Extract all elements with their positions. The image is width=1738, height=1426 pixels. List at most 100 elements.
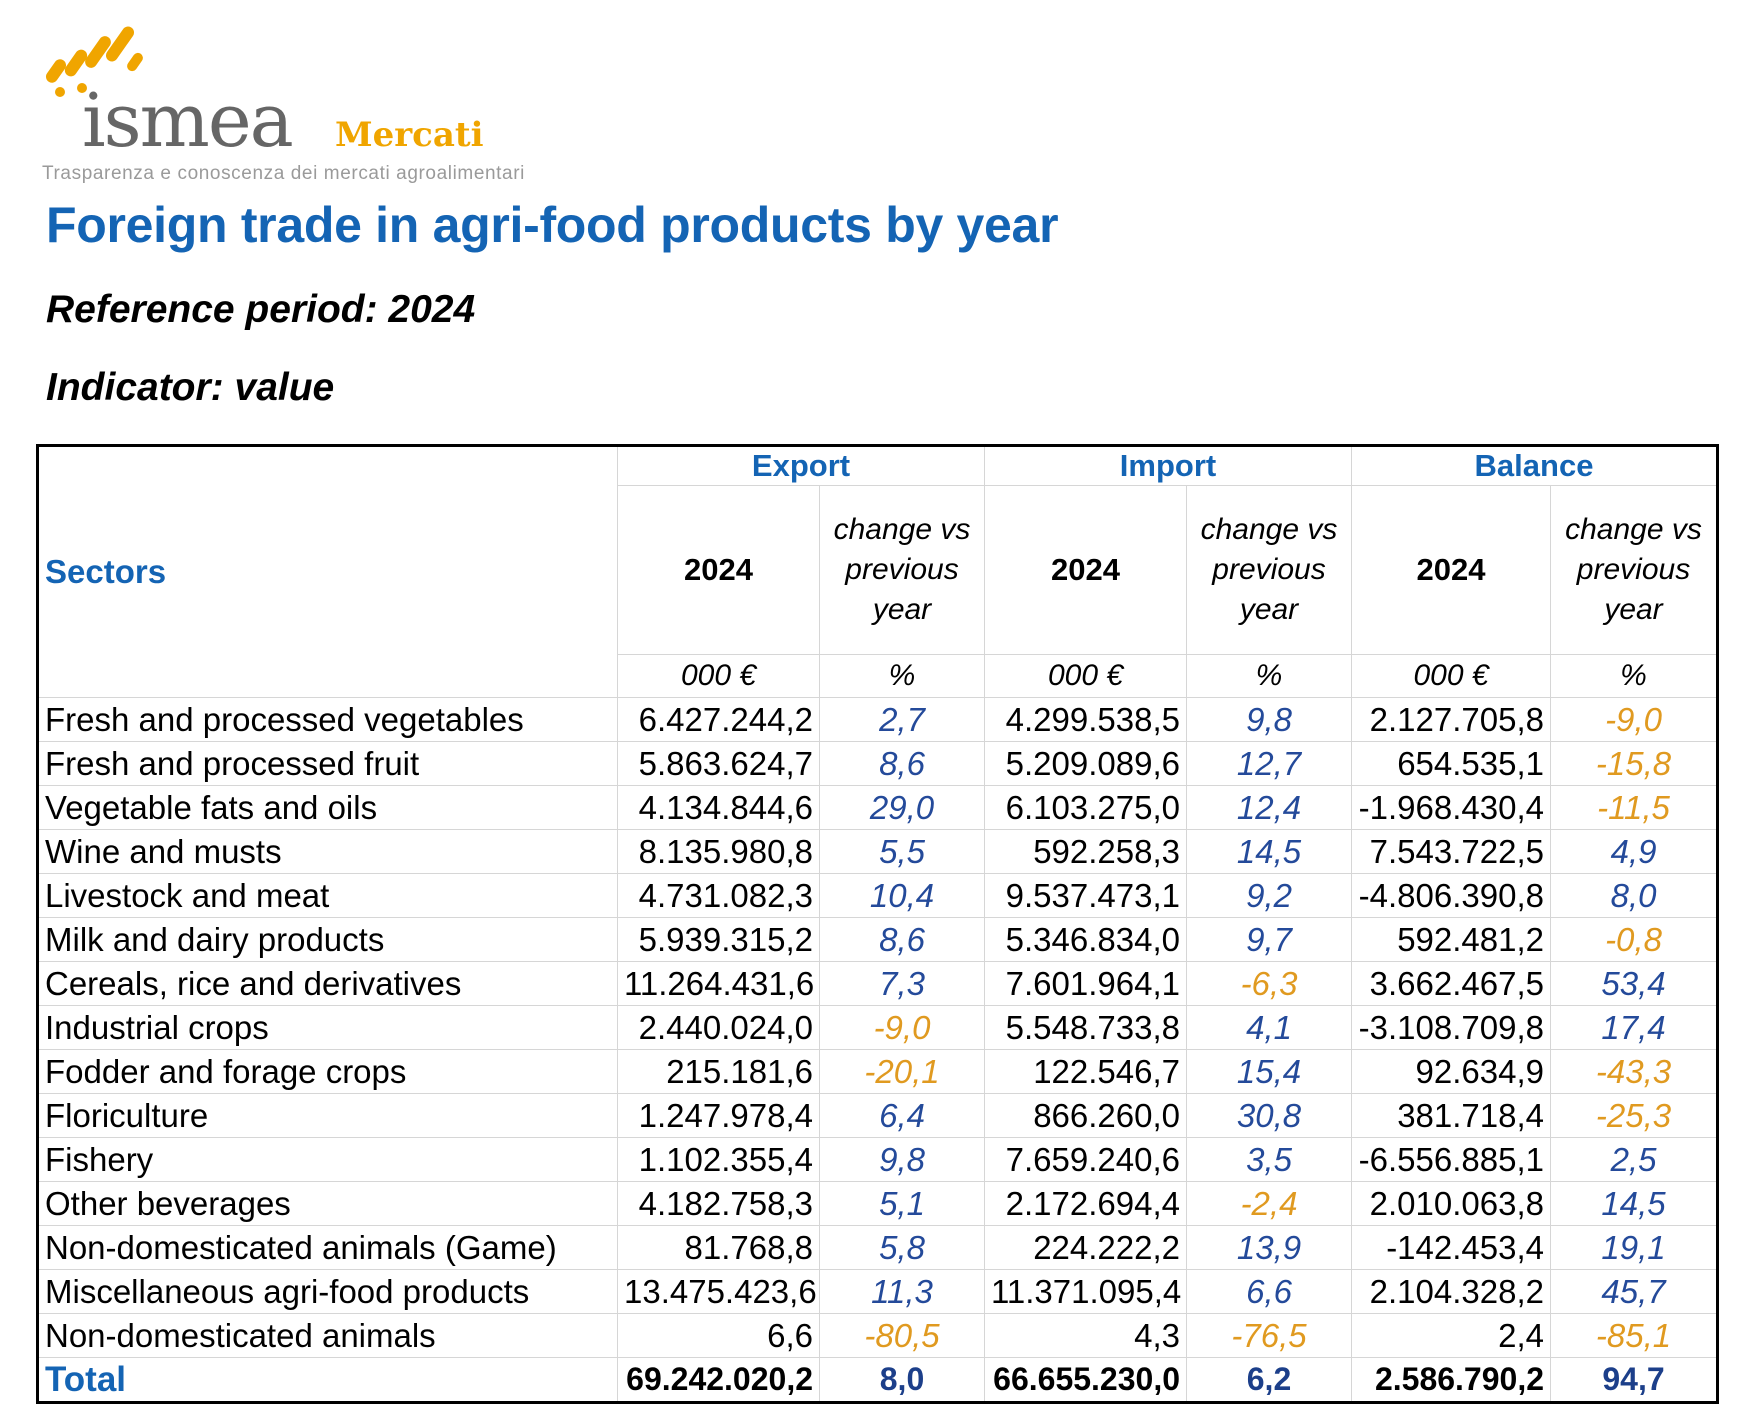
import-change: 14,5 (1186, 829, 1352, 874)
table-row: Livestock and meat 4.731.082,3 10,4 9.53… (37, 873, 1718, 918)
export-change: 29,0 (819, 785, 985, 830)
import-value: 4.299.538,5 (984, 697, 1187, 742)
sector-name: Fishery (37, 1137, 618, 1182)
export-change: 5,5 (819, 829, 985, 874)
import-value: 9.537.473,1 (984, 873, 1187, 918)
balance-value: 2,4 (1351, 1313, 1551, 1358)
export-value: 4.134.844,6 (617, 785, 820, 830)
export-value: 1.247.978,4 (617, 1093, 820, 1138)
export-change: 8,6 (819, 917, 985, 962)
table-row: Other beverages 4.182.758,3 5,1 2.172.69… (37, 1181, 1718, 1226)
import-change: 15,4 (1186, 1049, 1352, 1094)
import-change-header: change vs previous year (1186, 485, 1352, 655)
import-value: 592.258,3 (984, 829, 1187, 874)
export-value: 13.475.423,6 (617, 1269, 820, 1314)
table-row: Industrial crops 2.440.024,0 -9,0 5.548.… (37, 1005, 1718, 1050)
logo-wordmark: ismea (82, 78, 294, 164)
balance-value: 92.634,9 (1351, 1049, 1551, 1094)
total-import-value: 66.655.230,0 (984, 1357, 1187, 1403)
balance-value: 654.535,1 (1351, 741, 1551, 786)
import-change: 12,7 (1186, 741, 1352, 786)
logo-tagline: Trasparenza e conoscenza dei mercati agr… (42, 163, 525, 184)
import-change: -2,4 (1186, 1181, 1352, 1226)
header-sub-row: 2024 change vs previous year 2024 change… (38, 485, 1718, 655)
import-change: 3,5 (1186, 1137, 1352, 1182)
import-value: 866.260,0 (984, 1093, 1187, 1138)
export-change: 9,8 (819, 1137, 985, 1182)
sector-name: Non-domesticated animals (Game) (37, 1225, 618, 1270)
sector-name: Milk and dairy products (37, 917, 618, 962)
export-value: 4.182.758,3 (617, 1181, 820, 1226)
sector-name: Fresh and processed fruit (37, 741, 618, 786)
import-value: 2.172.694,4 (984, 1181, 1187, 1226)
balance-change: -11,5 (1550, 785, 1718, 830)
table-row: Fresh and processed fruit 5.863.624,7 8,… (37, 741, 1718, 786)
import-value: 5.548.733,8 (984, 1005, 1187, 1050)
balance-header: Balance (1351, 445, 1718, 486)
total-balance-change: 94,7 (1550, 1357, 1718, 1403)
export-change: -80,5 (819, 1313, 985, 1358)
export-change: 5,1 (819, 1181, 985, 1226)
balance-value: 381.718,4 (1351, 1093, 1551, 1138)
import-change: 9,8 (1186, 697, 1352, 742)
export-change: -20,1 (819, 1049, 985, 1094)
balance-change: -0,8 (1550, 917, 1718, 962)
sectors-header: Sectors (37, 445, 618, 698)
balance-change: -15,8 (1550, 741, 1718, 786)
total-label: Total (37, 1357, 618, 1403)
export-value: 4.731.082,3 (617, 873, 820, 918)
import-value: 4,3 (984, 1313, 1187, 1358)
import-change: 9,2 (1186, 873, 1352, 918)
balance-value: 3.662.467,5 (1351, 961, 1551, 1006)
import-value: 224.222,2 (984, 1225, 1187, 1270)
table-body: Fresh and processed vegetables 6.427.244… (37, 697, 1718, 1403)
import-value: 5.346.834,0 (984, 917, 1187, 962)
import-change: 9,7 (1186, 917, 1352, 962)
balance-value: -1.968.430,4 (1351, 785, 1551, 830)
sector-name: Non-domesticated animals (37, 1313, 618, 1358)
balance-change: -9,0 (1550, 697, 1718, 742)
export-value: 8.135.980,8 (617, 829, 820, 874)
import-change: 6,6 (1186, 1269, 1352, 1314)
balance-value: -3.108.709,8 (1351, 1005, 1551, 1050)
sector-name: Fodder and forage crops (37, 1049, 618, 1094)
sector-name: Other beverages (37, 1181, 618, 1226)
balance-change: 53,4 (1550, 961, 1718, 1006)
balance-value: -4.806.390,8 (1351, 873, 1551, 918)
export-change: 6,4 (819, 1093, 985, 1138)
trade-table: Sectors Export Import Balance 2024 chang… (36, 444, 1719, 1404)
import-value: 122.546,7 (984, 1049, 1187, 1094)
total-export-change: 8,0 (819, 1357, 985, 1403)
header-units-row: 000 € % 000 € % 000 € % (38, 654, 1718, 698)
import-header: Import (984, 445, 1352, 486)
export-value: 1.102.355,4 (617, 1137, 820, 1182)
export-value: 6,6 (617, 1313, 820, 1358)
table-row: Vegetable fats and oils 4.134.844,6 29,0… (37, 785, 1718, 830)
ismea-mercati-logo: ismea Mercati Trasparenza e conoscenza d… (40, 18, 640, 183)
table-row: Floriculture 1.247.978,4 6,4 866.260,0 3… (37, 1093, 1718, 1138)
export-value: 11.264.431,6 (617, 961, 820, 1006)
sector-name: Cereals, rice and derivatives (37, 961, 618, 1006)
table-row: Milk and dairy products 5.939.315,2 8,6 … (37, 917, 1718, 962)
reference-period: Reference period: 2024 (46, 288, 476, 331)
table-row: Fodder and forage crops 215.181,6 -20,1 … (37, 1049, 1718, 1094)
import-change: 30,8 (1186, 1093, 1352, 1138)
balance-change-header: change vs previous year (1550, 485, 1718, 655)
balance-pct-unit: % (1550, 654, 1718, 698)
sector-name: Fresh and processed vegetables (37, 697, 618, 742)
export-unit: 000 € (617, 654, 820, 698)
export-change-header: change vs previous year (819, 485, 985, 655)
export-change: 8,6 (819, 741, 985, 786)
table-row: Non-domesticated animals 6,6 -80,5 4,3 -… (37, 1313, 1718, 1358)
export-value: 2.440.024,0 (617, 1005, 820, 1050)
balance-change: -85,1 (1550, 1313, 1718, 1358)
balance-value: 2.127.705,8 (1351, 697, 1551, 742)
balance-change: -25,3 (1550, 1093, 1718, 1138)
export-pct-unit: % (819, 654, 985, 698)
table-row: Cereals, rice and derivatives 11.264.431… (37, 961, 1718, 1006)
balance-change: 19,1 (1550, 1225, 1718, 1270)
header-group-row: Sectors Export Import Balance (37, 445, 1718, 698)
balance-change: 8,0 (1550, 873, 1718, 918)
balance-year-header: 2024 (1351, 485, 1551, 655)
balance-change: -43,3 (1550, 1049, 1718, 1094)
